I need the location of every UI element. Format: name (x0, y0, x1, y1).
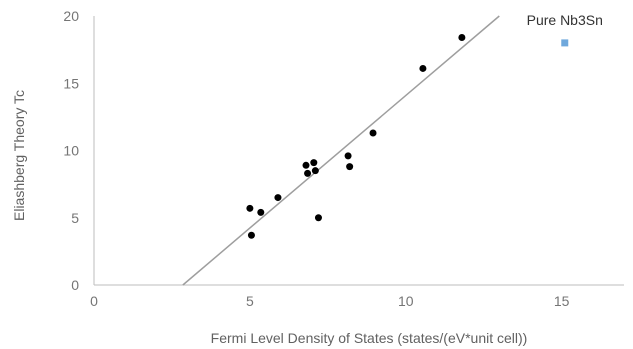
y-tick-label: 0 (71, 277, 79, 293)
y-tick-label: 20 (63, 8, 79, 24)
data-point (311, 167, 319, 175)
annotations: Pure Nb3Sn (527, 12, 603, 28)
y-axis-title: Eliashberg Theory Tc (11, 90, 27, 221)
x-axis-title: Fermi Level Density of States (states/(e… (211, 330, 528, 346)
data-point (369, 129, 377, 137)
data-point (274, 194, 282, 202)
y-tick-label: 10 (63, 143, 79, 159)
y-tick-label: 5 (71, 210, 79, 226)
data-point (246, 204, 254, 212)
data-point (310, 159, 318, 167)
data-point (314, 214, 322, 222)
data-point (302, 161, 310, 169)
x-axis-ticks: 0 5 10 15 (90, 293, 570, 309)
data-point (247, 231, 255, 239)
x-tick-label: 15 (554, 293, 570, 309)
annotation-label: Pure Nb3Sn (527, 12, 603, 28)
data-point (346, 163, 354, 171)
data-point-square (561, 39, 569, 47)
trendline (182, 15, 500, 286)
x-tick-label: 10 (398, 293, 414, 309)
data-point (458, 34, 466, 42)
y-axis-ticks: 0 5 10 15 20 (63, 8, 79, 293)
data-point (344, 152, 352, 160)
data-point (257, 208, 265, 216)
data-point (419, 64, 427, 72)
data-points (246, 34, 569, 239)
x-tick-label: 0 (90, 293, 98, 309)
x-tick-label: 5 (246, 293, 254, 309)
y-tick-label: 15 (63, 75, 79, 91)
data-point (304, 169, 312, 177)
